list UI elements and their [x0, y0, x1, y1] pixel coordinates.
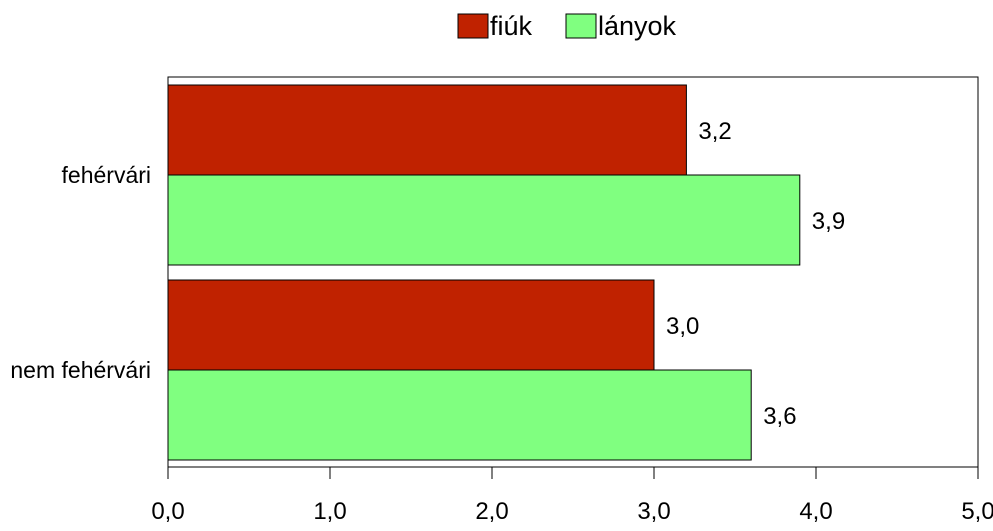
- x-tick-label: 4,0: [799, 498, 832, 525]
- x-axis: 0,0 1,0 2,0 3,0 4,0 5,0: [151, 467, 993, 525]
- x-tick-label: 2,0: [475, 498, 508, 525]
- bar-fiuk-0: [167, 84, 687, 176]
- x-tick-label: 5,0: [961, 498, 993, 525]
- bars-group: [167, 84, 801, 461]
- x-tick-label: 0,0: [151, 498, 184, 525]
- legend-label-lanyok: lányok: [598, 11, 677, 41]
- legend-swatch-lanyok: [565, 13, 597, 39]
- category-label: nem fehérvári: [10, 357, 151, 383]
- value-label: 3,2: [698, 118, 731, 145]
- legend: fiúk lányok: [457, 11, 677, 41]
- category-label: fehérvári: [62, 162, 151, 188]
- bar-lanyok-1: [167, 369, 752, 461]
- value-labels-group: 3,2 3,9 3,0 3,6: [666, 118, 845, 430]
- bar-fiuk-1: [167, 279, 655, 371]
- value-label: 3,9: [812, 208, 845, 235]
- value-label: 3,0: [666, 313, 699, 340]
- bar-lanyok-0: [167, 174, 801, 266]
- legend-swatch-fiuk: [457, 13, 489, 39]
- category-labels-group: fehérvári nem fehérvári: [10, 162, 151, 383]
- x-tick-label: 1,0: [313, 498, 346, 525]
- legend-label-fiuk: fiúk: [490, 11, 533, 41]
- x-tick-label: 3,0: [637, 498, 670, 525]
- value-label: 3,6: [763, 403, 796, 430]
